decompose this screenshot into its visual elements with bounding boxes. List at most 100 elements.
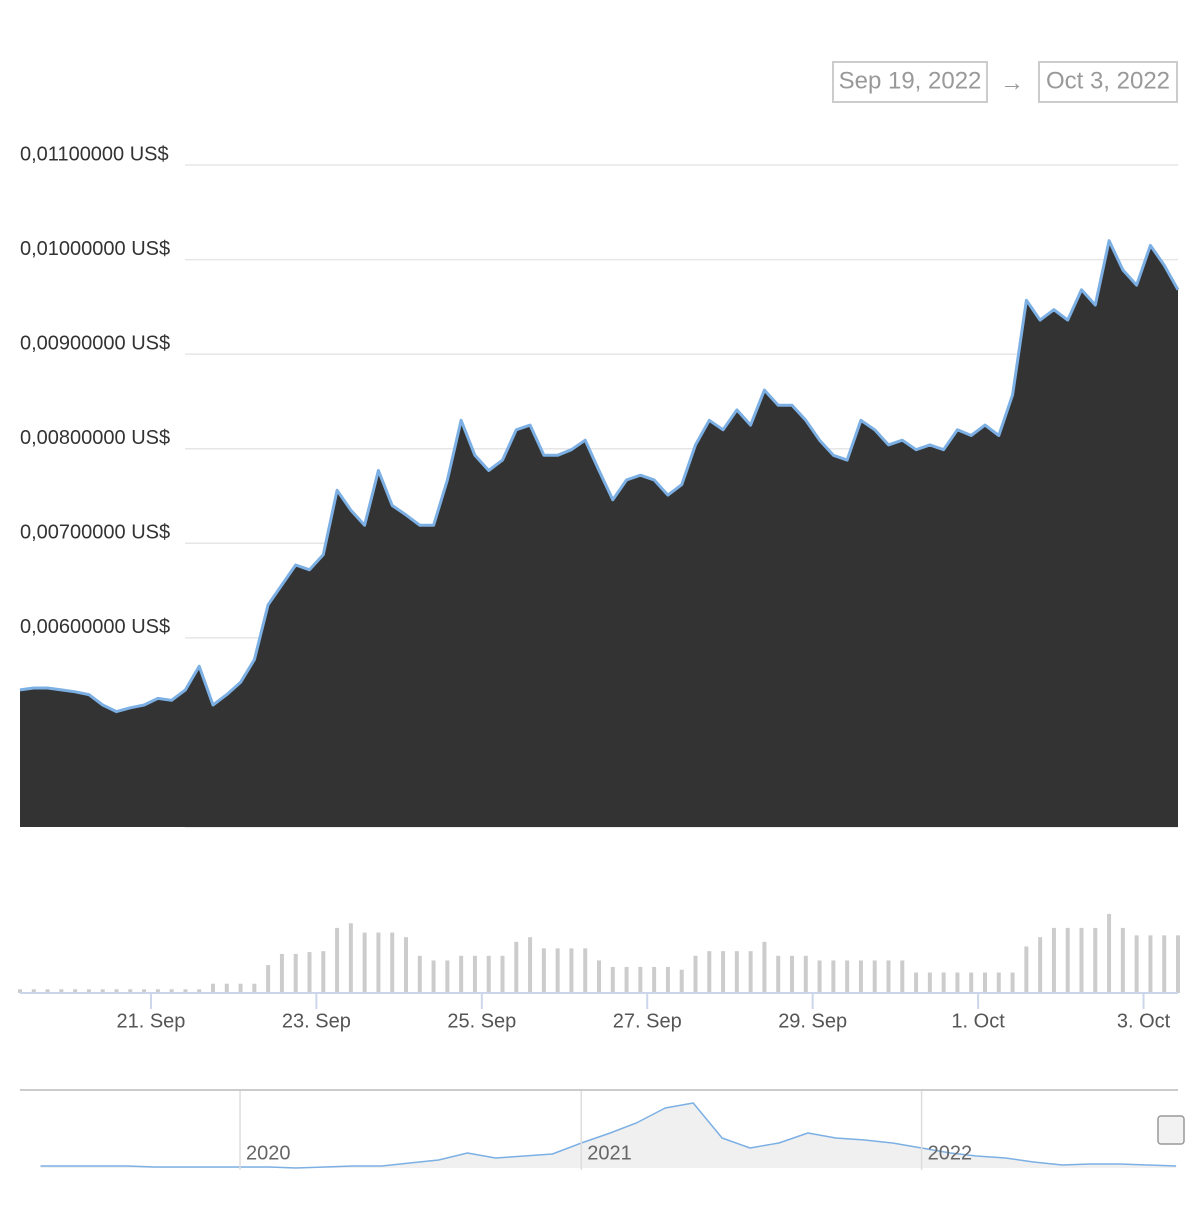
volume-bar [955,972,960,993]
volume-bar [776,955,781,993]
volume-bar [238,983,243,993]
y-tick-label: 0,00600000 US$ [20,616,170,638]
volume-bar [31,989,36,993]
volume-bar [417,955,422,993]
volume-bar [431,960,436,993]
y-tick-label: 0,01000000 US$ [20,238,170,260]
volume-bar [1120,927,1125,993]
area-fill [20,240,1178,827]
volume-bar [169,989,174,993]
volume-bar [969,972,974,993]
volume-bar [197,989,202,993]
volume-bar [459,955,464,993]
volume-bar [183,989,188,993]
volume-bar [597,960,601,993]
volume-bar [293,953,298,993]
volume-bar [941,972,946,993]
volume-bar [845,960,850,993]
range-to-box[interactable] [1038,61,1178,103]
range-to[interactable]: Oct 3, 2022 [1046,67,1170,94]
y-tick-label: 0,01100000 US$ [20,143,169,165]
range-from[interactable]: Sep 19, 2022 [839,67,982,94]
navigator-label: 2021 [587,1142,632,1164]
volume-bar [748,951,753,993]
volume-bar [927,972,932,993]
volume-bar [914,972,919,993]
x-tick-label: 1. Oct [951,1010,1005,1032]
volume-bar [472,955,477,993]
volume-bar [404,937,408,993]
volume-bar [224,983,229,993]
volume-bar [266,965,271,993]
volume-bar [528,937,533,993]
volume-bar [500,955,505,993]
volume-bar [886,960,891,993]
volume-bar [610,966,615,993]
y-tick-label: 0,00700000 US$ [20,522,170,544]
volume-bar [1051,927,1056,993]
volume-bar [321,951,326,993]
navigator-label: 2020 [246,1142,290,1164]
navigator-label: 2022 [928,1142,973,1164]
volume-bar [1148,935,1153,993]
area-fill [40,1103,1177,1168]
volume-bar [279,953,284,993]
volume-bar [583,948,588,993]
volume-bar [1093,927,1098,993]
volume-bar [1010,972,1015,993]
volume-bar [996,972,1001,993]
volume-bar [665,966,670,993]
volume-bar [100,989,105,993]
volume-bar [803,955,808,993]
y-tick-label: 0,00900000 US$ [20,332,170,354]
volume-bar [252,983,257,993]
volume-bar [155,989,160,993]
y-tick-label: 0,00400000 US$ [20,805,170,827]
volume-bar [1065,927,1070,993]
volume-bar [638,966,643,993]
volume-bar [335,927,340,993]
volume-bar [1038,937,1043,993]
volume-bar [18,989,22,993]
volume-bar [900,960,905,993]
y-tick-label: 0,00500000 US$ [20,711,170,733]
volume-bar [1024,946,1029,993]
volume-bar [569,948,574,993]
volume-bar [445,960,450,993]
volume-bar [1162,935,1167,993]
volume-bar [211,983,215,993]
volume-bar [1134,935,1139,993]
volume-bar [348,923,353,993]
volume-bar [624,966,629,993]
volume-bar [86,989,91,993]
volume-bar [73,989,78,993]
volume-bar [652,966,657,993]
x-tick-label: 3. Oct [1117,1010,1171,1032]
x-tick-label: 29. Sep [778,1010,847,1032]
volume-bar [390,932,395,993]
volume-bar [128,989,133,993]
volume-bar [142,989,147,993]
line [19,239,1180,714]
range-arrow: → [1000,69,1024,96]
volume-bar [1079,927,1084,993]
volume-bar [831,960,836,993]
volume-bar [707,951,712,993]
volume-bar [790,955,794,993]
line [40,1102,1177,1169]
navigator-handle[interactable] [1157,1115,1185,1145]
volume-bar [555,948,560,993]
x-tick-label: 27. Sep [613,1010,682,1032]
volume-bar [1176,935,1180,993]
volume-bar [514,941,519,993]
volume-bar [541,948,546,993]
volume-bar [376,932,381,993]
range-from-box[interactable] [832,61,988,103]
y-tick-label: 0,00800000 US$ [20,427,170,449]
volume-bar [817,960,822,993]
volume-bar [693,955,698,993]
x-tick-label: 25. Sep [447,1010,516,1032]
volume-bar [362,932,367,993]
volume-bar [721,951,726,993]
